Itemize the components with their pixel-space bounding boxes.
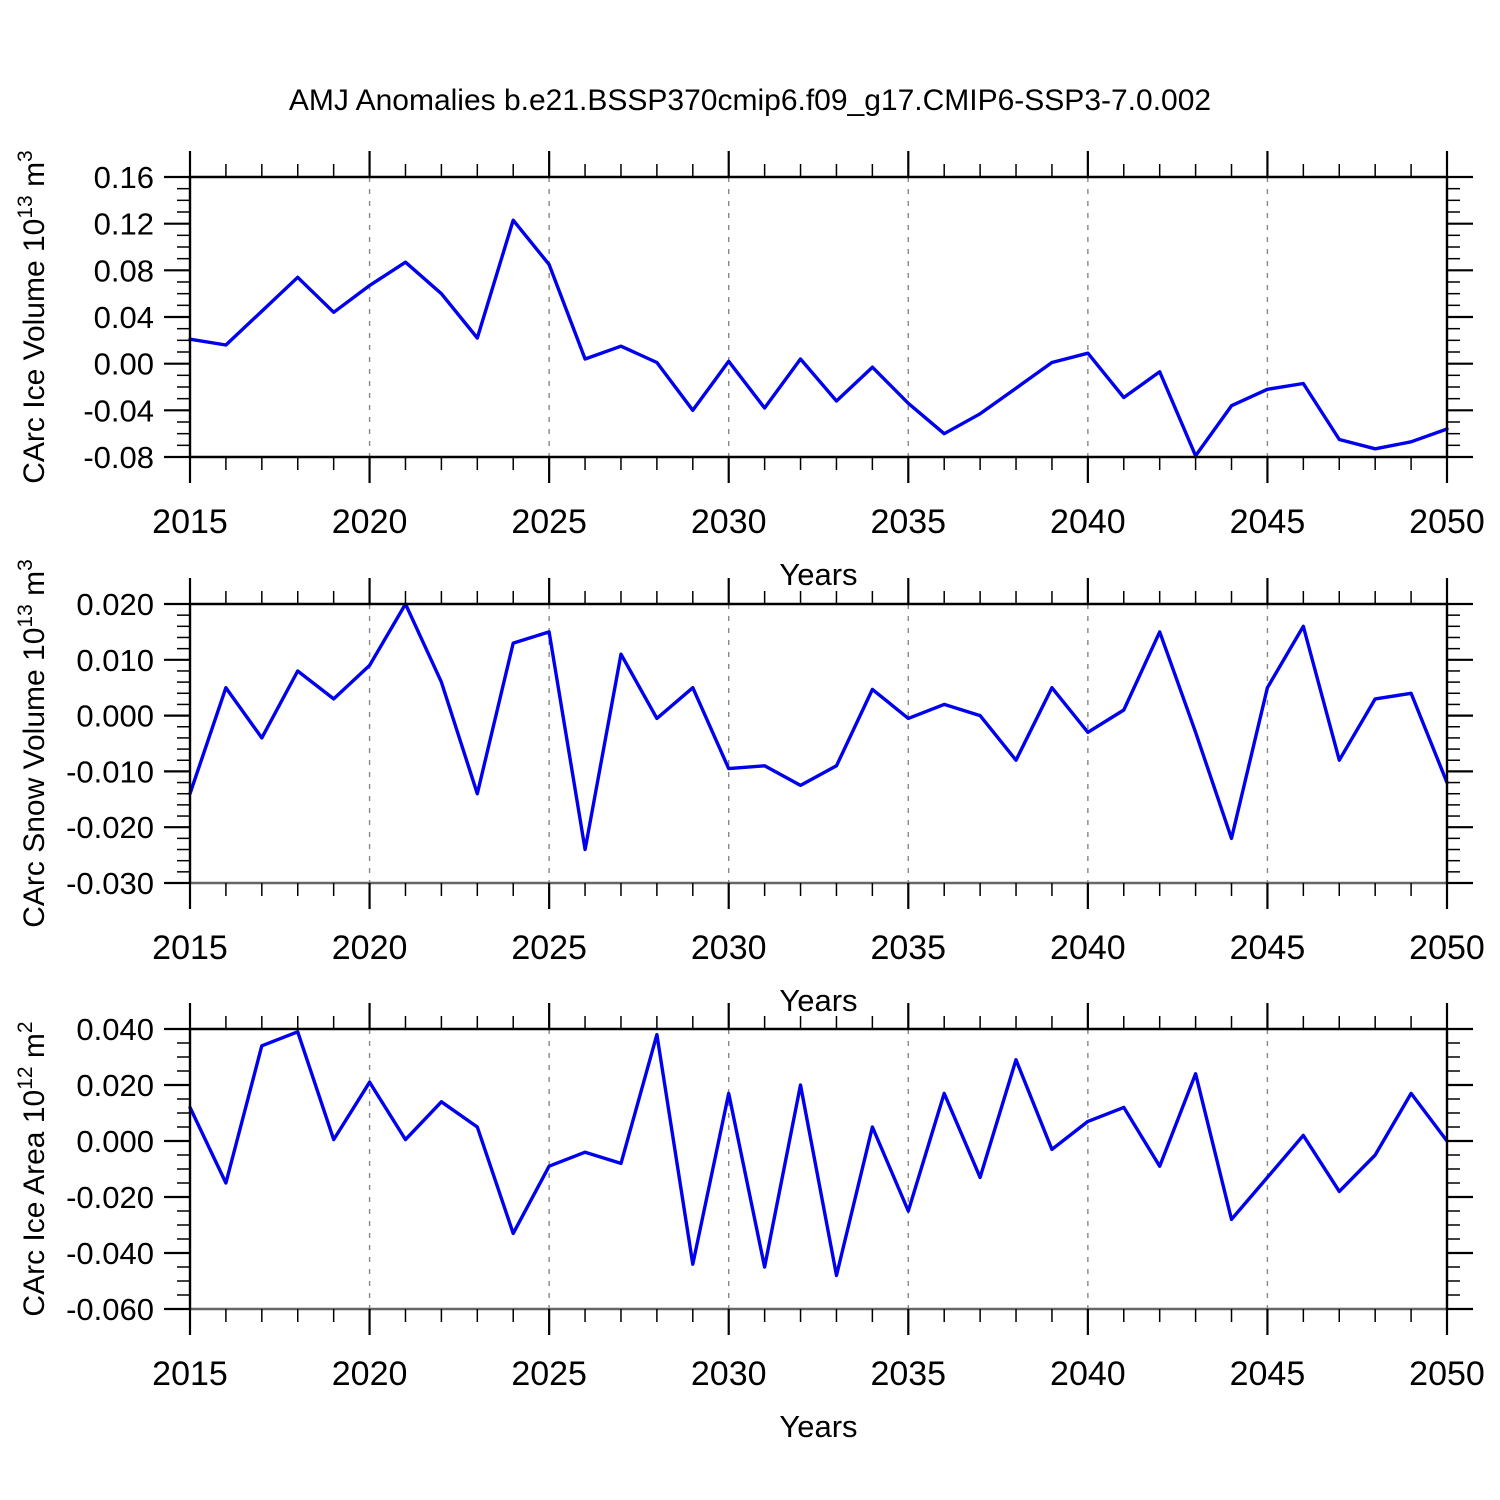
x-tick-label: 2045 — [1230, 503, 1306, 541]
x-tick-label: 2030 — [691, 1355, 767, 1393]
y-axis-label: CArc Ice Area 1012​ m2​ — [14, 1021, 51, 1316]
x-axis-label: Years — [779, 983, 857, 1018]
panel-snow-volume: 0.020 0.010 0.000 -0.010 -0.020 -0.030 2015 202… — [14, 559, 1485, 1018]
y-tick-label: 0.12 — [94, 207, 154, 242]
y-tick-label: 0.020 — [76, 587, 154, 622]
y-tick-label: 0.08 — [94, 253, 154, 288]
y-tick-label: -0.08 — [83, 440, 154, 475]
y-axis-label: CArc Ice Volume 1013​ m3​ — [14, 150, 51, 484]
x-tick-label: 2025 — [511, 929, 587, 967]
y-tick-label: -0.04 — [83, 393, 154, 428]
y-tick-label: -0.020 — [66, 1180, 154, 1215]
series-line-ice-area — [188, 1030, 1449, 1278]
x-tick-label: 2040 — [1050, 503, 1126, 541]
x-tick-label: 2040 — [1050, 1355, 1126, 1393]
x-tick-label: 2015 — [152, 503, 228, 541]
x-tick-label: 2020 — [332, 503, 408, 541]
x-axis-label: Years — [779, 1409, 857, 1444]
y-tick-label: 0.020 — [76, 1068, 154, 1103]
x-tick-label: 2045 — [1230, 1355, 1306, 1393]
x-tick-label: 2030 — [691, 503, 767, 541]
x-tick-label: 2020 — [332, 1355, 408, 1393]
page-title: AMJ Anomalies b.e21.BSSP370cmip6.f09_g17… — [288, 84, 1212, 117]
y-tick-label: -0.060 — [66, 1292, 154, 1327]
y-tick-label: 0.040 — [76, 1012, 154, 1047]
x-tick-label: 2030 — [691, 929, 767, 967]
x-tick-label: 2035 — [870, 1355, 946, 1393]
x-tick-label: 2035 — [870, 503, 946, 541]
panel-ice-volume: 0.16 0.12 0.08 0.04 0.00 -0.04 -0.08 2015 2020 20… — [14, 150, 1485, 592]
x-tick-label: 2050 — [1409, 929, 1485, 967]
x-tick-label: 2035 — [870, 929, 946, 967]
panel-ice-area: 0.040 0.020 0.000 -0.020 -0.040 -0.060 2015 202… — [14, 1003, 1485, 1444]
x-tick-label: 2050 — [1409, 1355, 1485, 1393]
y-tick-label: -0.010 — [66, 754, 154, 789]
y-tick-label: -0.040 — [66, 1236, 154, 1271]
x-tick-label: 2025 — [511, 503, 587, 541]
y-tick-label: -0.020 — [66, 810, 154, 845]
y-tick-label: 0.000 — [76, 699, 154, 734]
x-axis-label: Years — [779, 557, 857, 592]
x-tick-label: 2045 — [1230, 929, 1306, 967]
x-tick-label: 2015 — [152, 929, 228, 967]
series-line-ice-volume — [188, 218, 1449, 458]
y-tick-label: 0.010 — [76, 643, 154, 678]
x-tick-label: 2015 — [152, 1355, 228, 1393]
y-tick-label: 0.000 — [76, 1124, 154, 1159]
series-line-snow-volume — [188, 602, 1449, 852]
y-axis-label: CArc Snow Volume 1013​ m3​ — [14, 559, 51, 928]
x-tick-label: 2050 — [1409, 503, 1485, 541]
y-tick-label: 0.04 — [94, 300, 154, 335]
x-tick-label: 2040 — [1050, 929, 1126, 967]
y-tick-label: -0.030 — [66, 866, 154, 901]
x-tick-label: 2025 — [511, 1355, 587, 1393]
y-tick-label: 0.16 — [94, 160, 154, 195]
y-tick-label: 0.00 — [94, 347, 154, 382]
x-tick-label: 2020 — [332, 929, 408, 967]
